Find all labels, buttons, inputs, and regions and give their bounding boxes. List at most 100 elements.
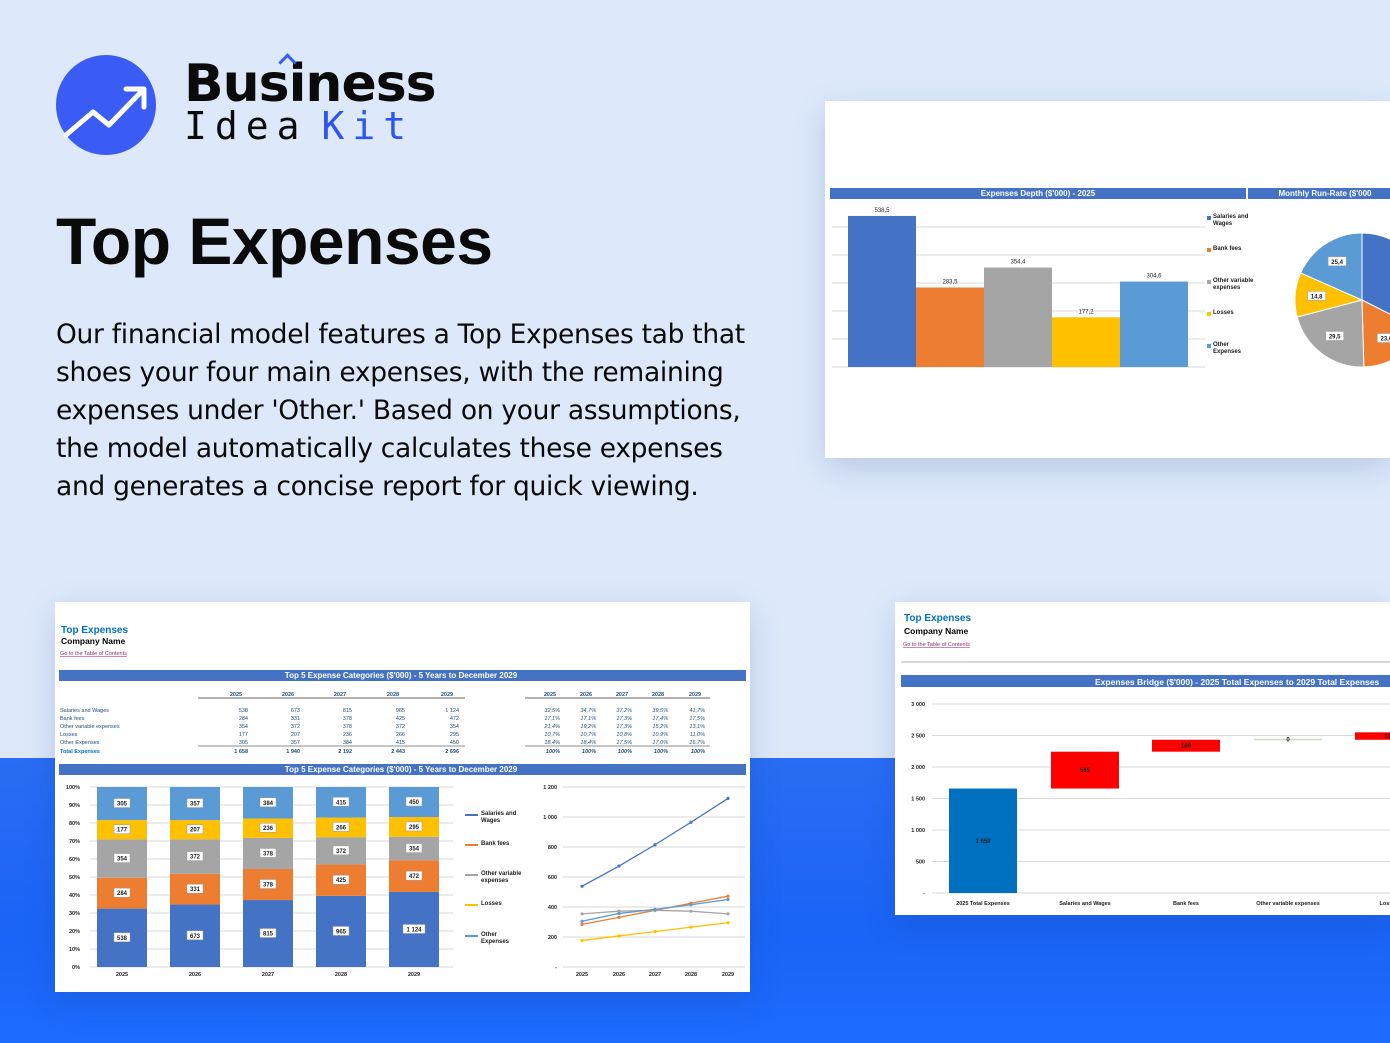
cell-pct: 10,7%	[544, 732, 560, 738]
line-point	[617, 934, 621, 938]
segment-label-box	[186, 851, 204, 861]
cell: 357	[291, 740, 300, 746]
cell: 266	[396, 732, 405, 738]
y-tick: 80%	[69, 821, 80, 827]
pie-label: 14,8	[1311, 294, 1323, 300]
cell: 425	[396, 716, 405, 722]
depth-bar-label: 354,4	[1010, 260, 1026, 266]
cell: 673	[291, 708, 300, 714]
cell: 472	[450, 716, 459, 722]
depth-bar-label: 304,6	[1146, 274, 1162, 280]
y-tick: 2 000	[911, 765, 925, 771]
depth-bar-3	[1052, 317, 1120, 367]
total-pct: 100%	[582, 749, 596, 755]
year-header: 2027	[334, 692, 346, 698]
y-tick: 3 000	[911, 702, 925, 708]
pie-label: 29,5	[1329, 334, 1341, 340]
brand-tagline: Idea Kit	[184, 104, 414, 148]
legend-item: Salaries and Wages	[481, 811, 517, 824]
bridge-title-bar	[901, 675, 1390, 687]
expenses-depth-screenshot: Expenses Depth ($'000) - 2025 Monthly Run…	[825, 101, 1390, 458]
cell: 177	[239, 732, 248, 738]
x-tick: Bank fees	[1173, 901, 1199, 907]
y-tick: 800	[548, 845, 557, 851]
legend-marker	[465, 935, 478, 937]
y-tick: 500	[916, 860, 925, 866]
bridge-bar-1	[1051, 751, 1119, 789]
line-point	[580, 922, 584, 926]
y-tick: 1 200	[543, 785, 557, 791]
row-label: Bank fees	[60, 716, 85, 722]
segment-label: 331	[190, 887, 201, 893]
cell: 384	[343, 740, 352, 746]
segment-label: 207	[190, 828, 201, 834]
line-point	[726, 894, 730, 898]
line-series-0	[581, 797, 729, 887]
segment-label-box	[186, 930, 204, 941]
segment-label-box	[402, 924, 426, 934]
line-point	[580, 938, 584, 943]
segment-label: 372	[336, 849, 347, 855]
cell: 305	[239, 740, 248, 746]
cell: 372	[291, 724, 300, 730]
segment-label: 295	[409, 825, 420, 831]
cell-pct: 10,9%	[652, 732, 668, 738]
page-title: Top Expenses	[56, 204, 493, 278]
cell-pct: 15,2%	[652, 724, 668, 730]
depth-chart-title-bar	[830, 188, 1246, 199]
cell-pct: 41,7%	[689, 708, 705, 714]
year-header-pct: 2027	[616, 692, 628, 698]
segment-label-box	[405, 821, 423, 832]
y-tick: 90%	[69, 803, 80, 809]
line-point	[617, 864, 621, 868]
pie-slice-4	[1300, 232, 1363, 301]
y-tick: 100%	[66, 785, 80, 791]
legend-marker	[1207, 280, 1211, 284]
depth-bar-label: 283,5	[942, 279, 958, 285]
row-label: Other variable expenses	[60, 724, 120, 730]
x-tick: 2025	[116, 972, 128, 978]
stacked-chart-title: Top 5 Expense Categories ($'000) - 5 Yea…	[285, 765, 518, 774]
cell: 295	[450, 732, 459, 738]
cell: 378	[343, 724, 352, 730]
segment-label-box	[332, 845, 350, 856]
cell-pct: 39,5%	[652, 708, 668, 714]
toc-link[interactable]: Go to the Table of Contents	[60, 651, 127, 657]
x-tick: Losses	[1380, 901, 1390, 907]
x-tick: 2028	[685, 972, 697, 978]
line-point	[689, 903, 693, 907]
year-header: 2025	[230, 692, 242, 698]
total-cell: 2 696	[445, 749, 459, 755]
cell: 284	[239, 716, 248, 722]
legend-marker	[1207, 344, 1211, 348]
cell-pct: 17,4%	[652, 716, 668, 722]
cell: 450	[450, 740, 459, 746]
expenses-bridge-screenshot: Top Expenses Company Name Go to the Table …	[895, 602, 1390, 915]
segment-label: 378	[263, 851, 274, 857]
logo-trend-icon	[56, 55, 156, 155]
line-point	[726, 796, 730, 800]
line-point	[726, 921, 730, 925]
segment-label: 815	[263, 932, 274, 938]
segment-label: 450	[409, 800, 420, 806]
legend-item: Losses	[481, 901, 502, 907]
segment-label-box	[332, 797, 350, 807]
legend-item: Losses	[1213, 310, 1234, 316]
segment-label-box	[332, 822, 350, 832]
cell: 1 124	[445, 708, 459, 714]
table-title: Top 5 Expense Categories ($'000) - 5 Yea…	[285, 671, 518, 680]
line-point	[689, 909, 693, 913]
legend-marker	[1207, 216, 1211, 220]
legend-item: Other Expenses	[481, 932, 510, 945]
segment-label-box	[186, 883, 204, 894]
segment-label-box	[113, 887, 131, 898]
y-tick: 400	[548, 905, 557, 911]
cell-pct: 17,3%	[616, 724, 632, 730]
segment-label-box	[259, 928, 277, 938]
toc-link[interactable]: Go to the Table of Contents	[903, 642, 970, 648]
legend-marker	[1207, 312, 1211, 316]
sheet-title: Top Expenses	[61, 625, 128, 636]
pie-slice-1	[1361, 299, 1390, 368]
line-point	[726, 912, 730, 916]
segment-label-box	[186, 798, 204, 808]
